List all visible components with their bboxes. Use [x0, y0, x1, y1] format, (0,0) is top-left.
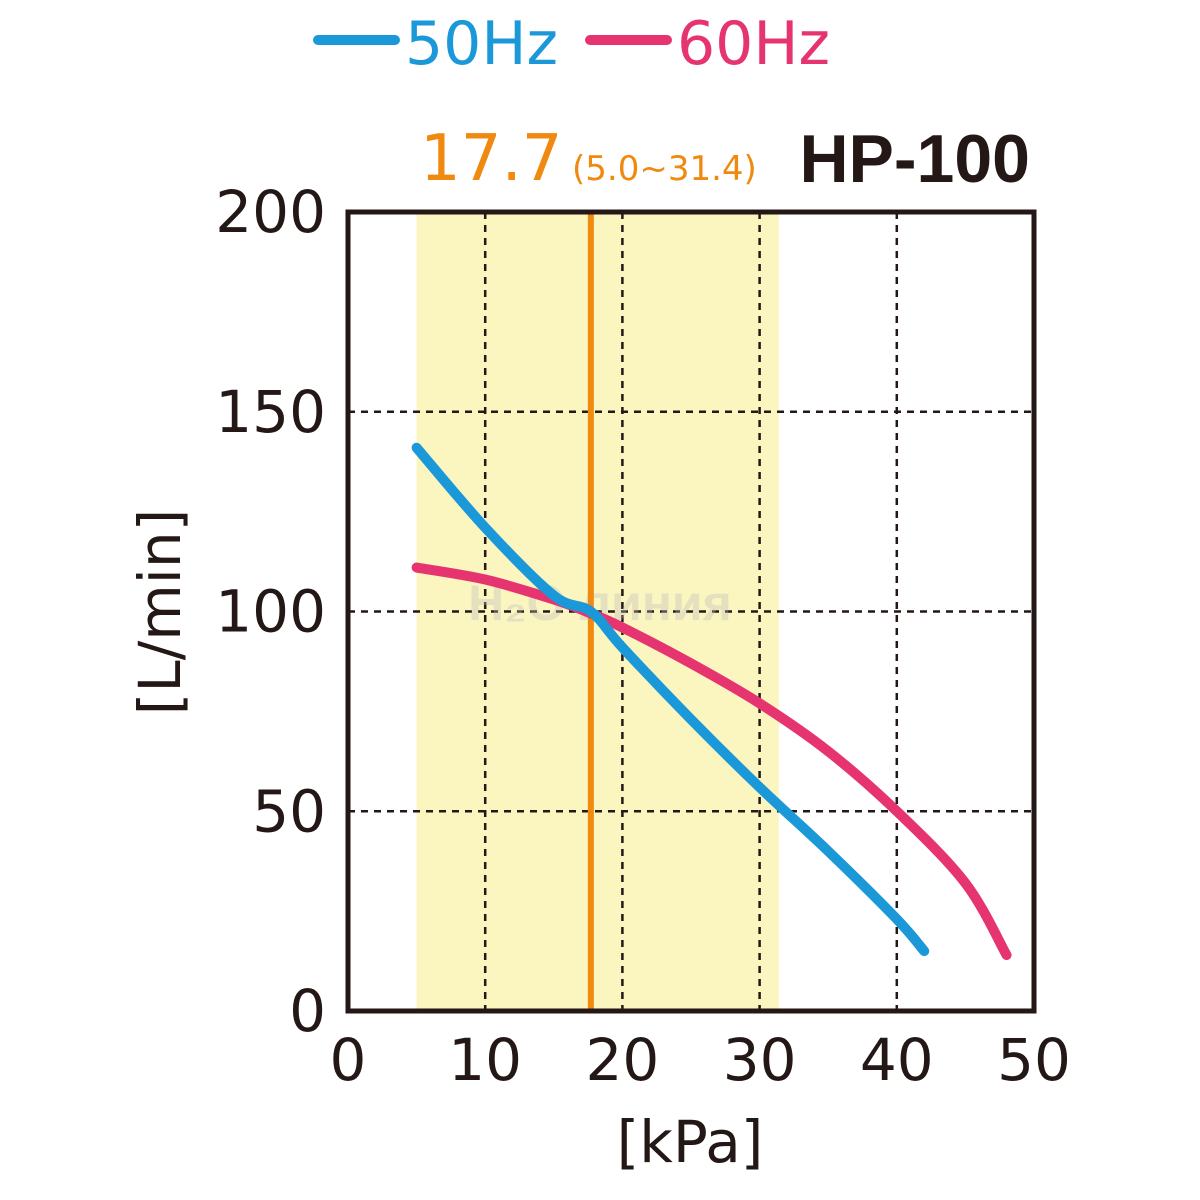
x-axis-ticks: 0 10 20 30 40 50	[330, 1026, 1071, 1094]
legend-60hz-label: 60Hz	[677, 9, 830, 79]
rated-value-label: 17.7	[420, 122, 563, 196]
x-tick-label: 0	[330, 1026, 367, 1094]
legend: 50Hz 60Hz	[313, 9, 830, 79]
x-tick-label: 30	[723, 1026, 797, 1094]
rated-range-label: (5.0~31.4)	[572, 149, 757, 189]
y-axis-label: [L/min]	[126, 509, 194, 715]
series-50hz-line	[411, 442, 930, 957]
x-tick-label: 20	[585, 1026, 659, 1094]
x-axis-label: [kPa]	[617, 1108, 764, 1176]
series-60hz-line	[411, 562, 1012, 961]
y-axis-ticks: 0 50 100 150 200	[215, 178, 326, 1045]
y-tick-label: 0	[289, 977, 326, 1045]
plot-frame	[345, 209, 1037, 1014]
y-tick-label: 50	[252, 777, 326, 845]
y-tick-label: 100	[215, 578, 326, 646]
chart-title: HP-100	[799, 121, 1030, 197]
y-tick-label: 200	[215, 178, 326, 246]
x-tick-label: 10	[448, 1026, 522, 1094]
y-tick-label: 150	[215, 378, 326, 446]
legend-50hz-label: 50Hz	[405, 9, 558, 79]
x-tick-label: 40	[860, 1026, 934, 1094]
x-tick-label: 50	[997, 1026, 1071, 1094]
grid	[348, 212, 1034, 1011]
